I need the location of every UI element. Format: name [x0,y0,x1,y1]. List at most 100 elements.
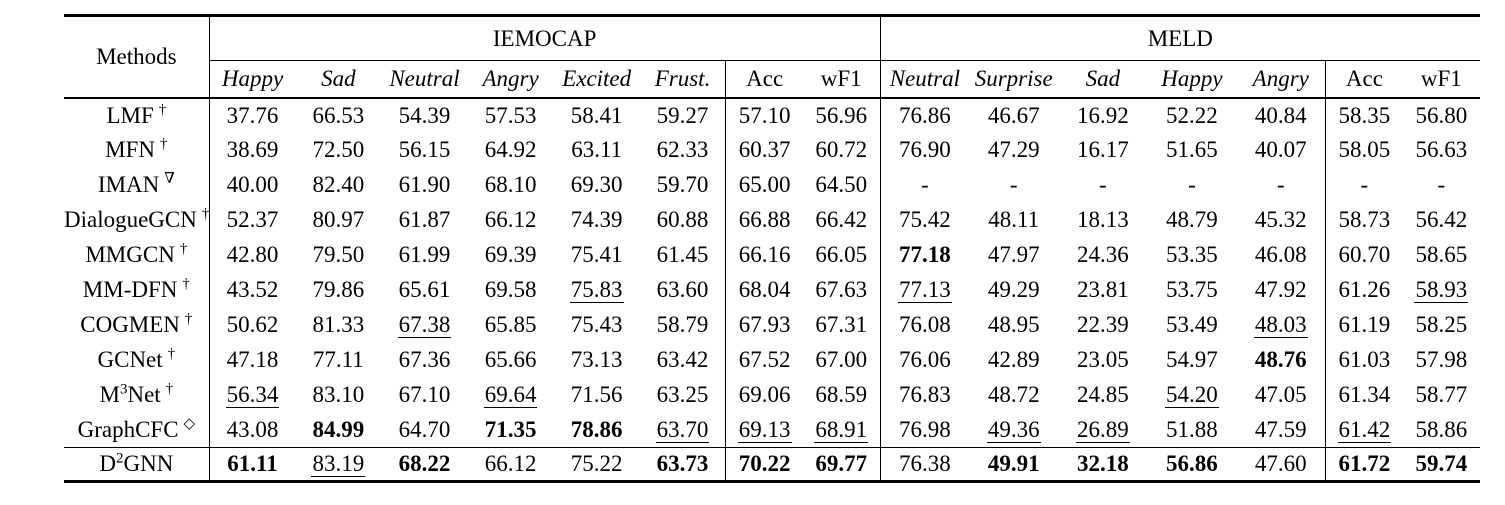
cell-iemocap-neutral-graphcfc: 64.70 [381,413,467,448]
cell-iemocap-neutral-dialoguegcn: 61.87 [381,203,467,238]
cell-iemocap-acc-cogmen: 67.93 [725,307,803,343]
cell-meld-happy-cogmen: 53.49 [1147,308,1236,343]
method-name-iman: IMAN ∇ [64,167,210,203]
method-name-mfn: MFN † [64,132,210,168]
cell-meld-acc-dialoguegcn: 58.73 [1325,202,1403,238]
cell-value: 47.18 [226,347,279,372]
group-header-meld: MELD [879,15,1480,61]
cell-iemocap-wf1-cogmen: 67.31 [803,308,880,343]
cell-value: 67.10 [398,382,451,407]
cell-iemocap-wf1-m3net: 68.59 [803,378,880,413]
cell-value: 83.10 [312,382,365,407]
cell-meld-wf1-mfn: 56.63 [1403,133,1480,168]
cell-value: 64.92 [484,137,537,162]
cell-value: 48.95 [987,312,1040,337]
cell-meld-wf1-gcnet: 57.98 [1403,343,1480,378]
cell-meld-sad-m3net: 24.85 [1058,378,1147,413]
cell-meld-angry-d2gnn: 47.60 [1236,447,1326,482]
cell-value: 68.91 [814,416,869,443]
method-name-graphcfc: GraphCFC ◇ [64,412,210,448]
cell-meld-acc-d2gnn: 61.72 [1325,447,1403,482]
cell-iemocap-sad-cogmen: 81.33 [295,308,381,343]
cell-iemocap-sad-graphcfc: 84.99 [295,413,381,448]
cell-value: 59.27 [656,102,709,128]
col-header-iemocap-happy: Happy [209,60,296,99]
method-marker-icon: † [179,241,188,258]
method-marker-icon: † [201,206,210,223]
cell-value: 63.70 [655,416,710,443]
cell-value: 69.13 [737,416,792,443]
cell-iemocap-neutral-iman: 61.90 [381,168,467,203]
cell-value: 56.42 [1415,207,1468,232]
method-marker-icon: ∇ [164,171,175,188]
cell-value: 48.79 [1166,207,1218,232]
cell-value: 58.79 [656,312,709,337]
cell-value: 56.34 [225,381,280,409]
cell-meld-sad-cogmen: 22.39 [1058,308,1147,343]
cell-meld-acc-cogmen: 61.19 [1325,307,1403,343]
cell-value: 58.73 [1338,207,1391,232]
cell-value: 65.85 [484,312,537,337]
cell-meld-angry-graphcfc: 47.59 [1236,413,1325,448]
cell-iemocap-frust-m3net: 63.25 [640,378,726,413]
method-name-d2gnn: D2GNN [64,447,210,482]
cell-iemocap-acc-mmgcn: 66.16 [725,237,803,273]
cell-value: 61.90 [398,172,451,197]
cell-iemocap-acc-graphcfc: 69.13 [725,412,803,448]
cell-value: 79.50 [312,242,365,267]
cell-value: 66.88 [738,207,791,232]
cell-value: 58.77 [1415,382,1468,407]
cell-iemocap-wf1-graphcfc: 68.91 [803,413,880,448]
cell-iemocap-sad-lmf: 66.53 [295,98,381,133]
cell-meld-acc-mmdfn: 61.26 [1325,272,1403,308]
cell-value: 24.85 [1076,382,1129,407]
cell-value: 79.86 [312,277,365,302]
col-header-meld-wf1: wF1 [1402,60,1480,99]
cell-value: 68.22 [398,451,451,476]
cell-iemocap-angry-mmgcn: 69.39 [468,238,554,273]
cell-value: 46.67 [987,102,1040,128]
cell-meld-sad-mfn: 16.17 [1058,133,1147,168]
cell-meld-acc-mmgcn: 60.70 [1325,237,1403,273]
cell-value: 61.19 [1338,312,1391,337]
method-marker-icon: ◇ [183,416,196,433]
col-header-meld-surprise: Surprise [969,60,1059,99]
cell-meld-neutral-graphcfc: 76.98 [879,412,970,448]
method-marker-icon: † [165,381,174,398]
cell-iemocap-wf1-mmgcn: 66.05 [803,238,880,273]
cell-iemocap-sad-gcnet: 77.11 [295,343,381,378]
cell-value: 54.20 [1165,381,1219,409]
cell-iemocap-acc-d2gnn: 70.22 [725,447,803,482]
col-header-iemocap-excited: Excited [553,60,640,99]
cell-value: 54.39 [398,102,451,128]
cell-value: 53.49 [1166,312,1218,337]
cell-value: 26.89 [1075,416,1130,443]
cell-meld-neutral-cogmen: 76.08 [879,307,970,343]
cell-value: 50.62 [226,312,279,337]
cell-value: 40.07 [1254,137,1307,162]
table-row-lmf: LMF † 37.76 66.53 54.39 57.53 58.41 59.27 57.10 5… [64,97,1480,133]
cell-iemocap-happy-mmgcn: 42.80 [209,238,295,273]
cell-iemocap-angry-d2gnn: 66.12 [467,447,554,482]
col-header-meld-neutral: Neutral [879,60,970,99]
cell-iemocap-acc-gcnet: 67.52 [725,342,803,378]
cell-iemocap-excited-lmf: 58.41 [554,98,640,133]
cell-meld-acc-lmf: 58.35 [1325,97,1403,133]
cell-meld-angry-mmdfn: 47.92 [1236,273,1325,308]
cell-meld-acc-gcnet: 61.03 [1325,342,1403,378]
cell-value: 67.31 [815,312,868,337]
cell-value: - [1276,172,1285,197]
cell-value: 58.05 [1338,137,1391,162]
cell-iemocap-angry-lmf: 57.53 [468,98,554,133]
table-row-iman: IMAN ∇ 40.00 82.40 61.90 68.10 69.30 59.70 65.00… [64,167,1480,203]
cell-meld-neutral-gcnet: 76.06 [879,342,970,378]
cell-meld-surprise-mfn: 47.29 [969,133,1058,168]
cell-value: 24.36 [1076,242,1129,267]
cell-value: 46.08 [1254,242,1307,267]
cell-value: 66.42 [815,207,868,232]
cell-meld-sad-graphcfc: 26.89 [1058,413,1147,448]
cell-value: 61.45 [656,242,709,267]
cell-iemocap-excited-mmdfn: 75.83 [554,273,640,308]
group-header-row: Methods IEMOCAP MELD [64,15,1480,99]
col-header-iemocap-sad: Sad [295,60,382,99]
